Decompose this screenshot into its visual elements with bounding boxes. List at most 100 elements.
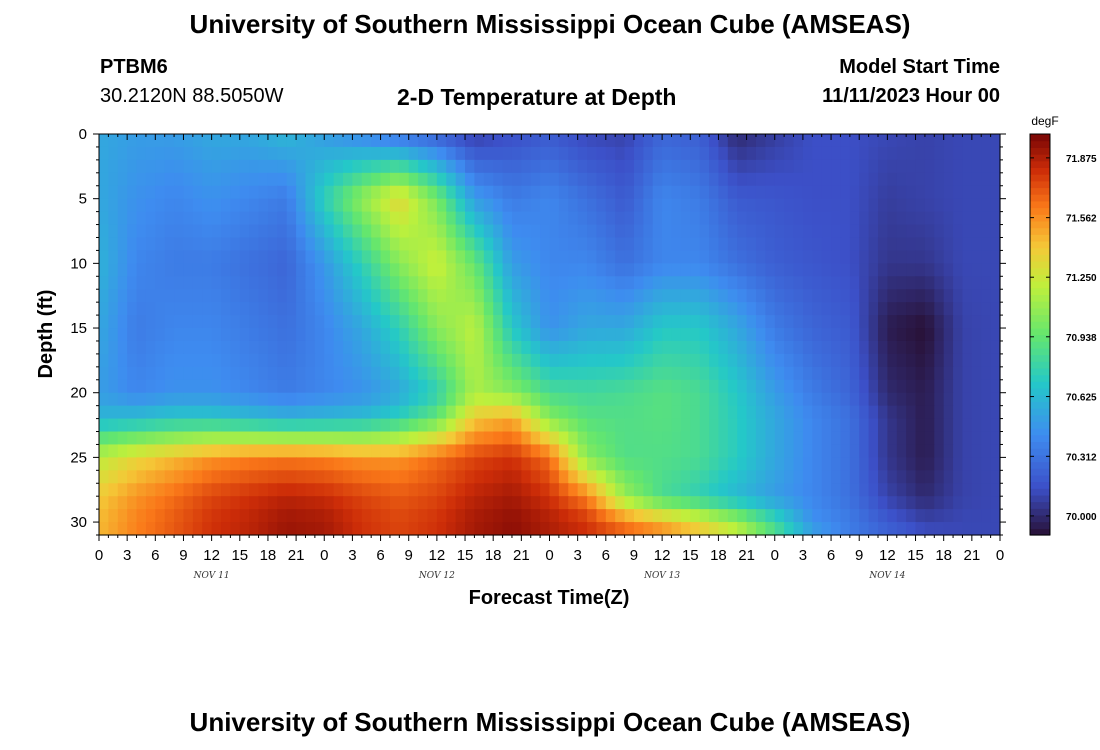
heatmap-cell <box>690 315 701 329</box>
heatmap-cell <box>662 340 673 355</box>
heatmap-cell <box>117 470 128 484</box>
heatmap-cell <box>924 198 935 213</box>
heatmap-cell <box>924 405 935 420</box>
heatmap-cell <box>849 457 860 471</box>
heatmap-cell <box>662 263 673 277</box>
heatmap-cell <box>605 237 616 252</box>
heatmap-cell <box>924 340 935 355</box>
heatmap-cell <box>699 379 710 394</box>
heatmap-cell <box>239 353 250 368</box>
heatmap-cell <box>221 392 231 407</box>
heatmap-cell <box>577 444 588 458</box>
heatmap-cell <box>202 457 213 471</box>
heatmap-cell <box>784 315 795 329</box>
heatmap-cell <box>981 353 992 368</box>
heatmap-cell <box>427 159 438 174</box>
heatmap-cell <box>408 509 419 523</box>
heatmap-cell <box>746 379 757 394</box>
heatmap-cell <box>868 353 879 368</box>
heatmap-cell <box>352 418 363 433</box>
heatmap-cell <box>915 276 926 290</box>
heatmap-cell <box>587 366 598 381</box>
heatmap-cell <box>455 444 466 458</box>
heatmap-cell <box>540 263 551 277</box>
heatmap-cell <box>662 509 673 523</box>
heatmap-cell <box>849 328 860 342</box>
heatmap-cell <box>314 198 325 213</box>
heatmap-cell <box>718 405 729 420</box>
heatmap-cell <box>530 405 541 420</box>
heatmap-cell <box>521 366 532 381</box>
heatmap-cell <box>305 237 316 252</box>
heatmap-cell <box>671 470 682 484</box>
heatmap-cell <box>418 470 429 484</box>
heatmap-cell <box>615 146 626 161</box>
heatmap-cell <box>474 457 485 471</box>
heatmap-cell <box>652 276 663 290</box>
heatmap-cell <box>436 159 447 174</box>
model-start-label: Model Start Time <box>839 56 1000 78</box>
heatmap-cell <box>793 211 804 226</box>
heatmap-cell <box>371 483 382 497</box>
heatmap-cell <box>389 302 400 316</box>
heatmap-cell <box>699 328 710 342</box>
heatmap-cell <box>221 522 231 536</box>
heatmap-cell <box>211 340 222 355</box>
heatmap-cell <box>521 328 532 342</box>
heatmap-cell <box>117 418 128 433</box>
heatmap-cell <box>624 418 635 433</box>
heatmap-cell <box>962 431 973 446</box>
heatmap-cell <box>117 522 128 536</box>
heatmap-cell <box>568 405 579 420</box>
heatmap-cell <box>408 366 419 381</box>
heatmap-cell <box>127 392 138 407</box>
heatmap-cell <box>108 431 119 446</box>
heatmap-cell <box>962 483 973 497</box>
heatmap-cell <box>286 418 297 433</box>
heatmap-cell <box>474 289 485 303</box>
heatmap-cell <box>333 289 344 303</box>
heatmap-cell <box>568 302 579 316</box>
colorbar-segment <box>1030 220 1050 229</box>
heatmap-cell <box>183 289 194 303</box>
x-tick-label: 9 <box>179 547 187 564</box>
heatmap-cell <box>774 185 785 200</box>
heatmap-cell <box>418 198 429 213</box>
heatmap-cell <box>915 289 926 303</box>
heatmap-cell <box>540 198 551 213</box>
heatmap-cell <box>380 146 391 161</box>
heatmap-cell <box>221 159 231 174</box>
heatmap-cell <box>249 392 260 407</box>
heatmap-cell <box>99 418 109 433</box>
heatmap-cell <box>896 457 907 471</box>
heatmap-cell <box>831 289 842 303</box>
heatmap-cell <box>643 263 654 277</box>
heatmap-cell <box>343 470 354 484</box>
heatmap-cell <box>906 250 917 264</box>
heatmap-cell <box>774 263 785 277</box>
heatmap-cell <box>568 250 579 264</box>
heatmap-cell <box>615 328 626 342</box>
heatmap-cell <box>587 483 598 497</box>
heatmap-cell <box>643 431 654 446</box>
heatmap-cell <box>981 263 992 277</box>
heatmap-cell <box>211 211 222 226</box>
heatmap-cell <box>296 353 307 368</box>
heatmap-cell <box>943 444 954 458</box>
heatmap-cell <box>605 224 616 239</box>
heatmap-cell <box>943 159 954 174</box>
heatmap-cell <box>906 509 917 523</box>
heatmap-cell <box>511 134 522 148</box>
heatmap-cell <box>174 379 185 394</box>
heatmap-cell <box>755 496 766 510</box>
colorbar-tick-label: 70.938 <box>1066 333 1097 344</box>
heatmap-cell <box>202 340 213 355</box>
heatmap-cell <box>953 315 964 329</box>
heatmap-cell <box>821 134 832 148</box>
heatmap-cell <box>746 159 757 174</box>
heatmap-cell <box>221 211 231 226</box>
heatmap-cell <box>887 457 898 471</box>
heatmap-cell <box>380 250 391 264</box>
heatmap-cell <box>145 353 156 368</box>
